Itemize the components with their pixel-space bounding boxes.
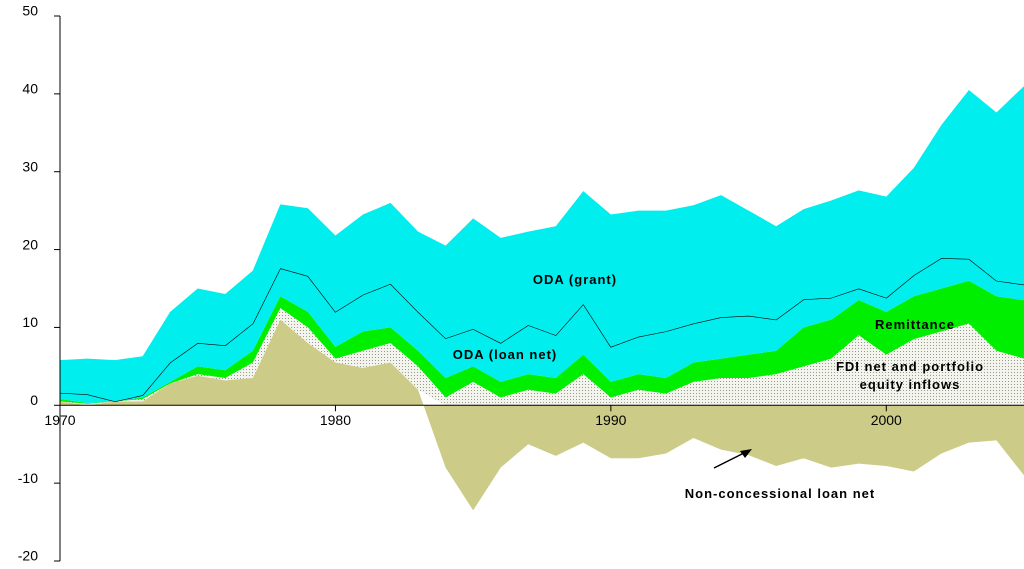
y-tick-label: 30 <box>22 158 38 174</box>
x-tick-label: 2000 <box>871 412 902 428</box>
y-tick-label: 20 <box>22 236 38 252</box>
y-tick-label: 40 <box>22 81 38 97</box>
x-tick-label: 1980 <box>320 412 351 428</box>
y-tick-label: 0 <box>30 392 38 408</box>
area <box>60 86 1024 402</box>
y-tick-label: 50 <box>22 3 38 19</box>
y-tick-label: -10 <box>18 470 38 486</box>
series-label: Non-concessional loan net <box>684 486 876 501</box>
y-tick-label: 10 <box>22 314 38 330</box>
series-label: ODA (grant) <box>532 272 618 287</box>
series-label: FDI net and portfolio equity inflows <box>835 359 985 392</box>
area <box>60 307 1024 406</box>
x-tick-label: 1990 <box>595 412 626 428</box>
y-tick-label: -20 <box>18 548 38 564</box>
arrow-head <box>740 449 752 458</box>
area <box>60 280 1024 404</box>
series-label: ODA (loan net) <box>452 347 558 362</box>
area <box>60 319 1024 511</box>
series-label: Remittance <box>874 317 956 332</box>
x-tick-label: 1970 <box>44 412 75 428</box>
